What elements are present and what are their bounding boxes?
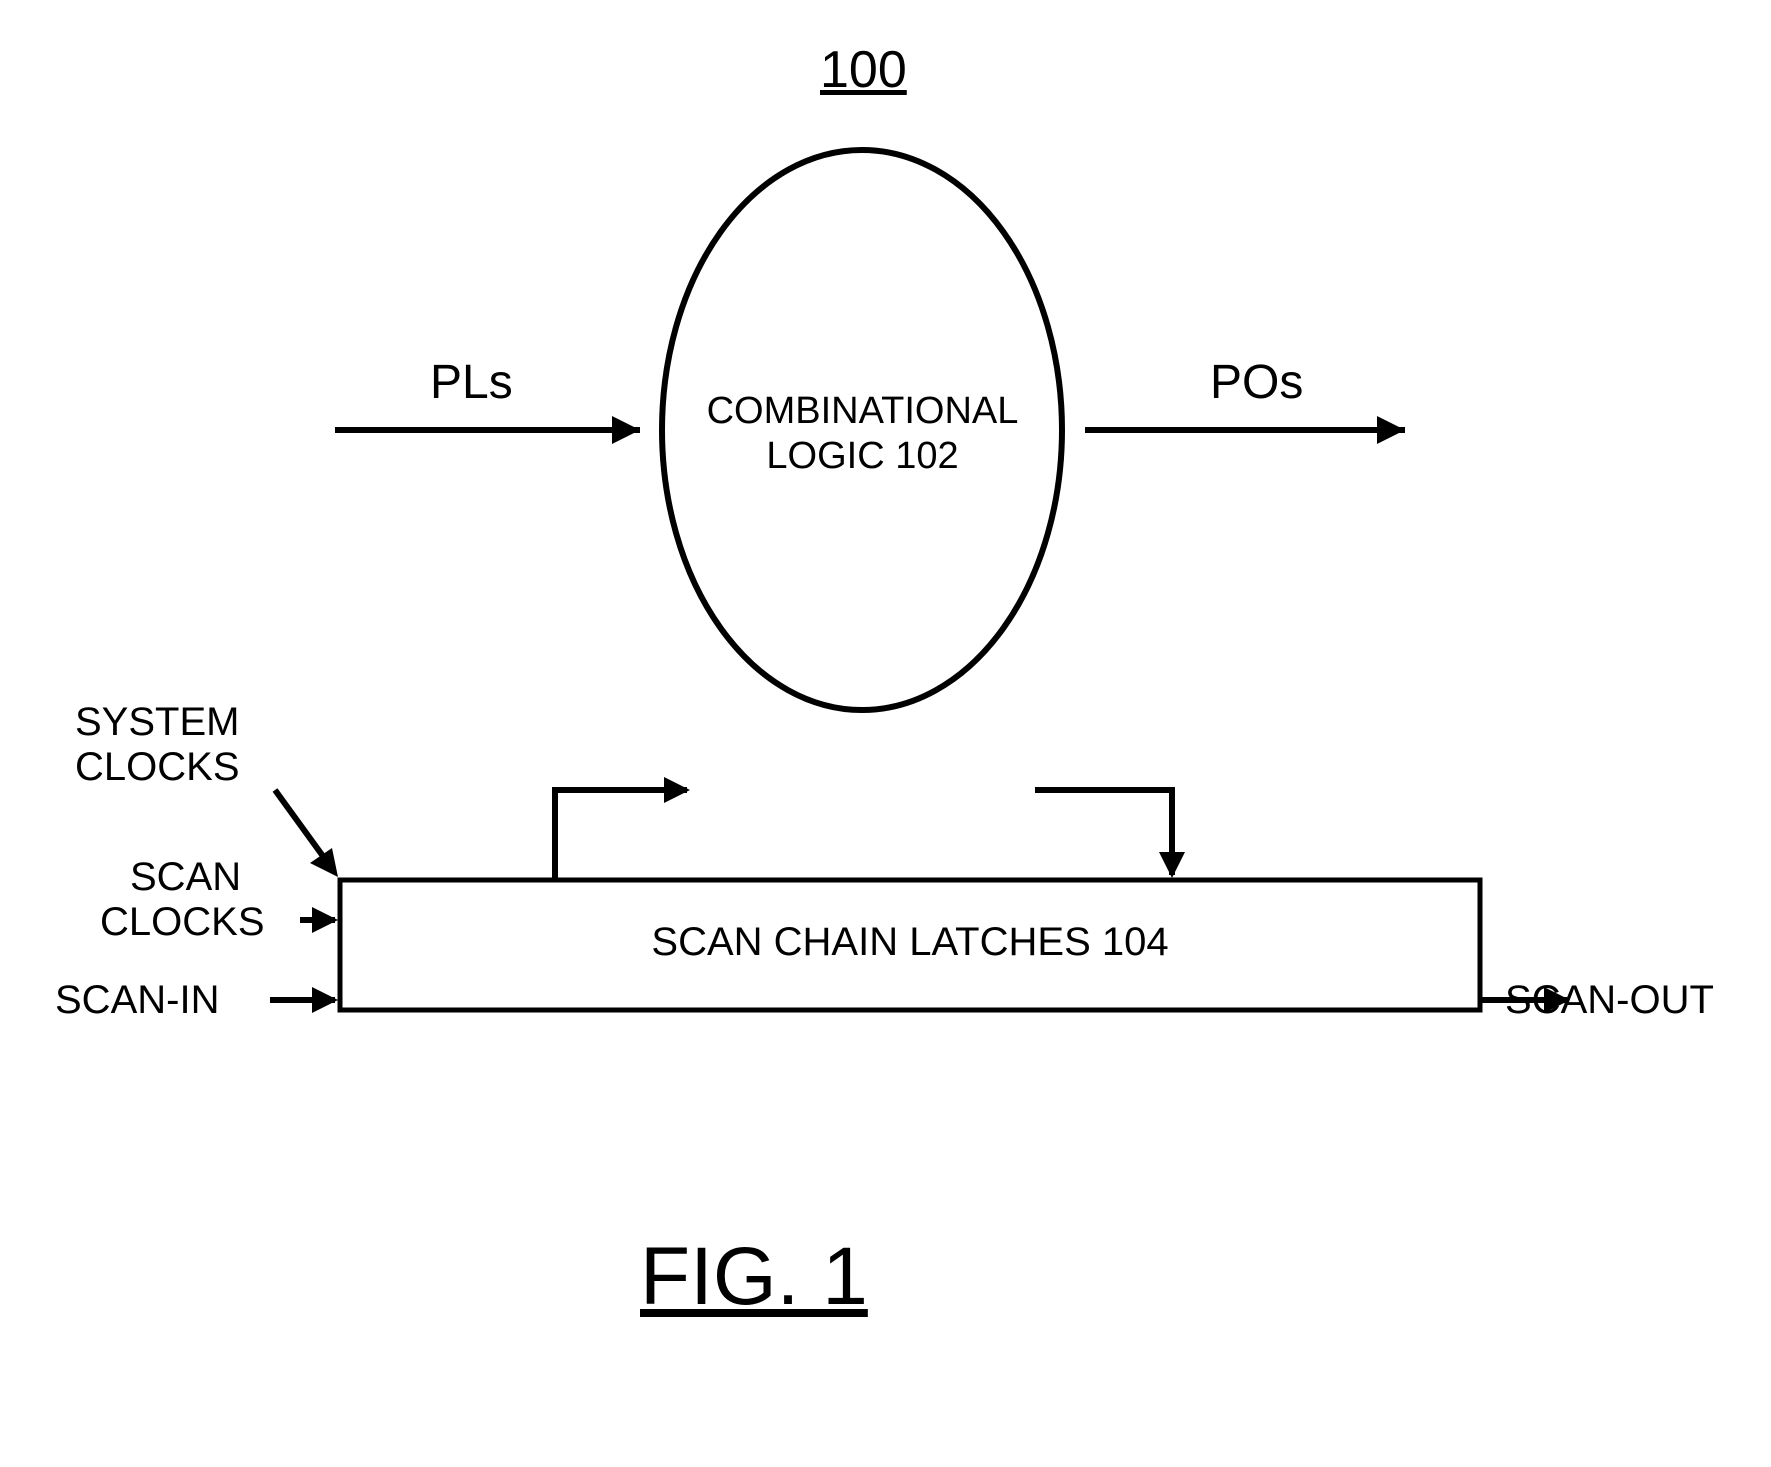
diagram-svg [0,0,1771,1467]
diagram-container: 100 COMBINATIONAL LOGIC 102 SCAN CHAIN L… [0,0,1771,1467]
system-clocks-label-line2: CLOCKS [75,745,240,790]
scan-clocks-label-line2: CLOCKS [100,900,265,945]
scan-in-label: SCAN-IN [55,978,219,1023]
scan-clocks-label-line1: SCAN [130,855,241,900]
scan-chain-latches-label: SCAN CHAIN LATCHES 104 [340,920,1480,965]
scan-out-label: SCAN-OUT [1505,978,1714,1023]
scan-clocks-arrowhead [312,907,338,933]
combinational-logic-label-line1: COMBINATIONAL [705,390,1020,433]
system-clocks-label-line1: SYSTEM [75,700,239,745]
logic-to-latch-arrowhead [1159,852,1185,878]
combinational-logic-label-line2: LOGIC 102 [705,435,1020,478]
pls-arrowhead [612,416,640,444]
figure-number: 100 [820,40,907,100]
latch-to-logic-arrowhead [664,777,690,803]
latch-to-logic-path [555,790,687,878]
figure-caption: FIG. 1 [640,1230,868,1324]
pos-arrowhead [1377,416,1405,444]
pos-label: POs [1210,355,1303,410]
logic-to-latch-path [1035,790,1172,875]
system-clocks-arrowhead [310,848,338,877]
scan-in-arrowhead [312,987,338,1013]
pls-label: PLs [430,355,513,410]
